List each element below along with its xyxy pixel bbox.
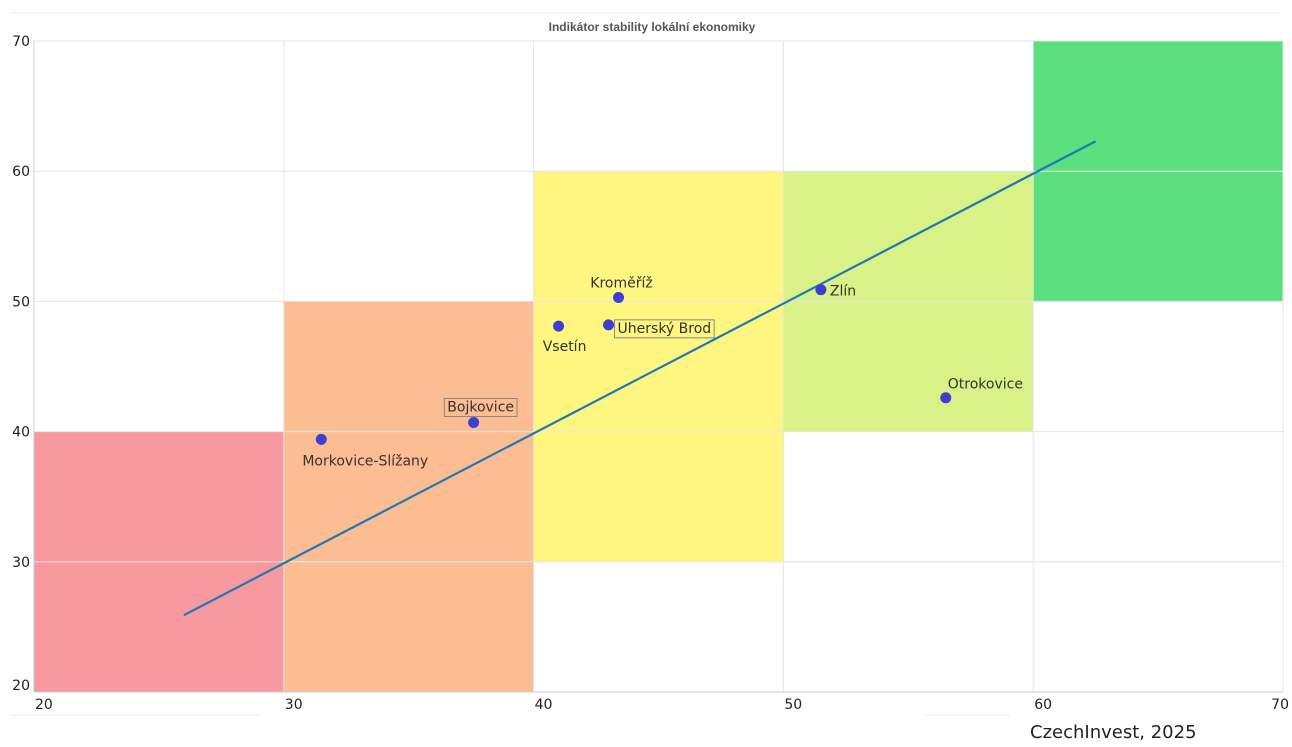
x-tick-label: 70 [1271, 697, 1289, 713]
data-point [940, 392, 952, 404]
point-label: Otrokovice [948, 377, 1023, 393]
y-tick-label: 20 [12, 678, 30, 694]
point-label: Kroměříž [590, 275, 652, 291]
point-label: Bojkovice [447, 399, 514, 415]
zone-rect-1 [283, 301, 534, 692]
data-point [315, 433, 327, 445]
x-tick-label: 30 [285, 697, 303, 713]
trendline-layer [183, 140, 1097, 617]
axes-layer: 20 30 40 50 60 70 20 30 40 50 60 70 [12, 34, 1289, 713]
point-label: Vsetín [543, 339, 587, 355]
data-point [603, 319, 615, 331]
point-label-box [614, 319, 715, 339]
x-tick-label: 60 [1034, 697, 1052, 713]
x-tick-label: 40 [535, 697, 553, 713]
data-point [468, 416, 480, 428]
zone-rect-2 [533, 171, 784, 562]
data-point [553, 320, 565, 332]
chart-title: Indikátor stability lokální ekonomiky [549, 20, 756, 34]
y-tick-label: 40 [12, 425, 30, 441]
zones-layer [34, 41, 1283, 692]
point-label: Uherský Brod [618, 321, 712, 337]
data-point [815, 284, 827, 296]
y-tick-label: 70 [12, 34, 30, 50]
x-tick-label: 20 [35, 697, 53, 713]
point-label-box [443, 397, 518, 417]
y-tick-label: 30 [12, 555, 30, 571]
source-note: CzechInvest, 2025 [1030, 722, 1197, 743]
x-tick-label: 50 [784, 697, 802, 713]
points-layer: Kroměříž Zlín Vsetín Uherský Brod Otrokovice… [302, 275, 1023, 469]
trendline [183, 140, 1097, 617]
y-tick-label: 60 [12, 164, 30, 180]
point-label: Morkovice-Slížany [302, 453, 428, 469]
data-point [613, 291, 625, 303]
grid-layer [10, 12, 1284, 716]
point-label: Zlín [830, 284, 856, 300]
y-tick-label: 50 [12, 294, 30, 310]
